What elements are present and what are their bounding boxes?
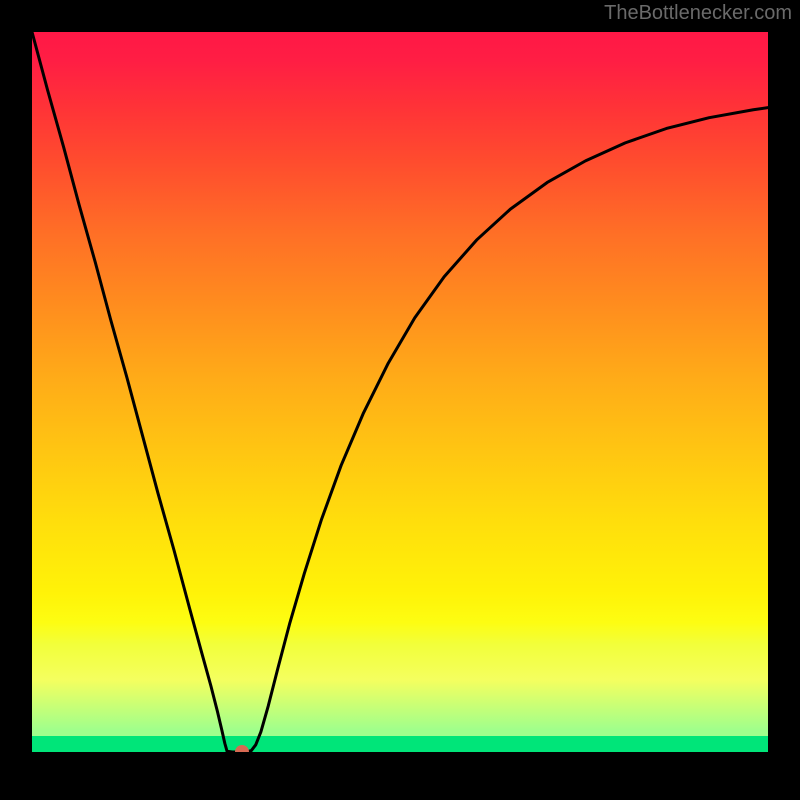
bottleneck-curve [32,32,768,752]
plot-container [32,32,768,768]
minimum-marker-icon [235,745,249,752]
chart-area [32,32,768,752]
watermark-text: TheBottlenecker.com [604,2,792,25]
